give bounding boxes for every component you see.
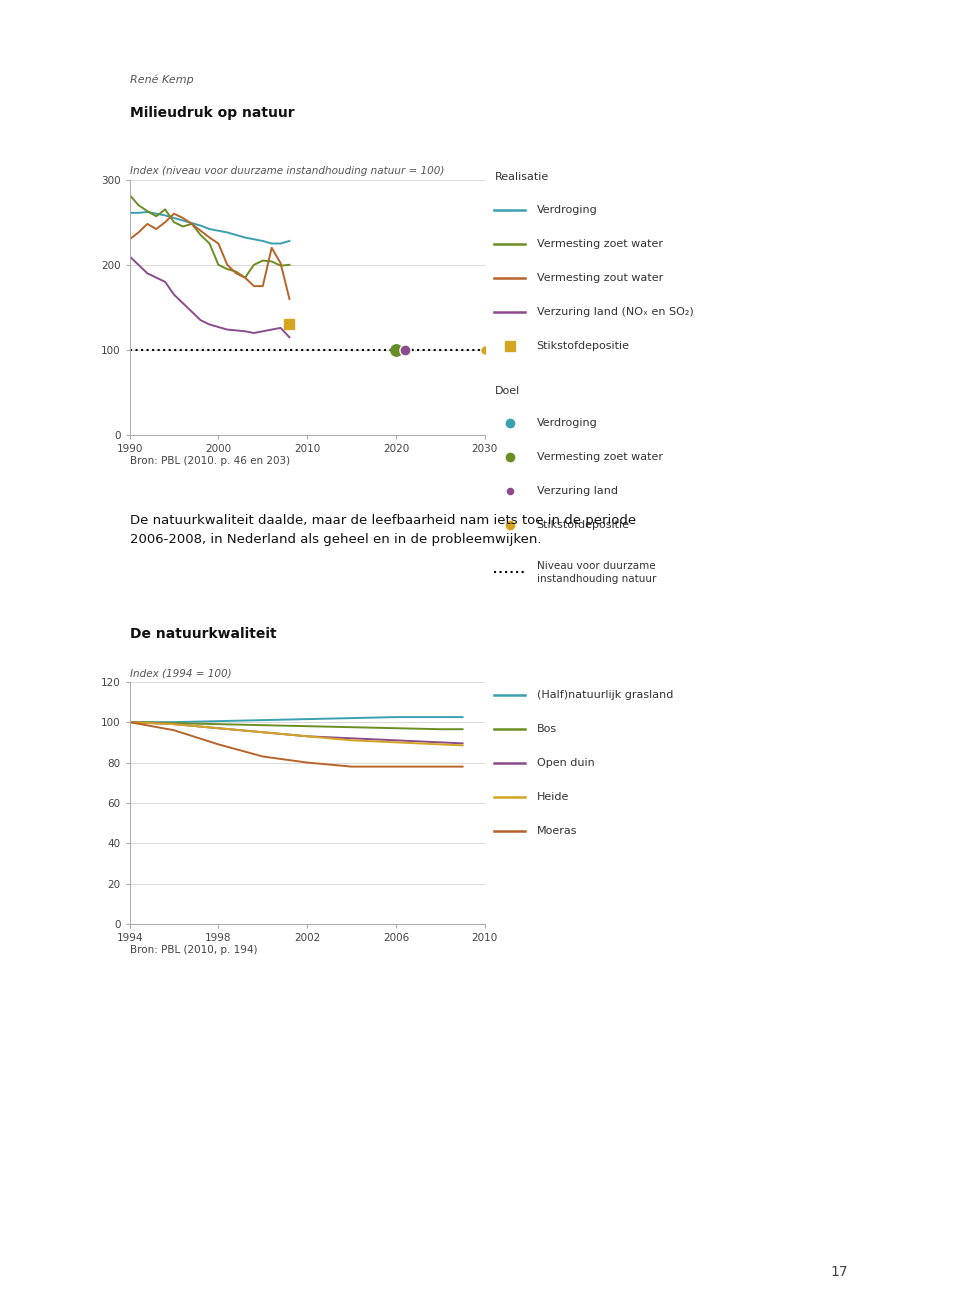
Text: (Half)natuurlijk grasland: (Half)natuurlijk grasland <box>537 690 673 700</box>
Text: Verzuring land (NOₓ en SO₂): Verzuring land (NOₓ en SO₂) <box>537 307 693 317</box>
Text: Bos: Bos <box>537 724 557 734</box>
Text: Bron: PBL (2010, p. 194): Bron: PBL (2010, p. 194) <box>130 945 257 956</box>
Text: Stikstofdepositie: Stikstofdepositie <box>537 520 630 530</box>
Text: Verdroging: Verdroging <box>537 418 597 427</box>
Text: De natuurkwaliteit: De natuurkwaliteit <box>130 628 276 641</box>
Text: Bron: PBL (2010. p. 46 en 203): Bron: PBL (2010. p. 46 en 203) <box>130 456 290 467</box>
Text: Vermesting zoet water: Vermesting zoet water <box>537 452 662 461</box>
Text: Verdroging: Verdroging <box>537 205 597 215</box>
Text: Verzuring land: Verzuring land <box>537 486 617 496</box>
Text: Index (1994 = 100): Index (1994 = 100) <box>130 669 231 678</box>
Text: Vermesting zout water: Vermesting zout water <box>537 273 663 283</box>
Text: Vermesting zoet water: Vermesting zoet water <box>537 239 662 249</box>
Text: Niveau voor duurzame
instandhouding natuur: Niveau voor duurzame instandhouding natu… <box>537 561 656 583</box>
Text: Doel: Doel <box>494 385 519 396</box>
Text: Heide: Heide <box>537 792 569 802</box>
Text: Index (niveau voor duurzame instandhouding natuur = 100): Index (niveau voor duurzame instandhoudi… <box>130 166 444 176</box>
Text: 17: 17 <box>830 1265 848 1278</box>
Text: De natuurkwaliteit daalde, maar de leefbaarheid nam iets toe in de periode
2006-: De natuurkwaliteit daalde, maar de leefb… <box>130 514 636 545</box>
Text: Realisatie: Realisatie <box>494 172 549 182</box>
Text: René Kemp: René Kemp <box>130 75 193 85</box>
Text: Open duin: Open duin <box>537 758 594 768</box>
Text: Stikstofdepositie: Stikstofdepositie <box>537 341 630 351</box>
Text: Moeras: Moeras <box>537 826 577 836</box>
Text: Milieudruk op natuur: Milieudruk op natuur <box>130 106 294 119</box>
